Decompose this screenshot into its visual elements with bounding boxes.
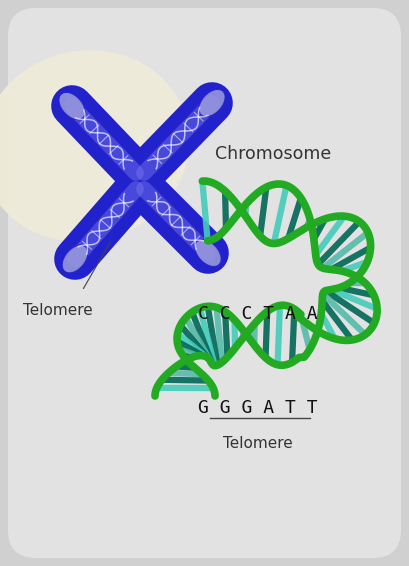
Ellipse shape xyxy=(195,239,221,267)
Ellipse shape xyxy=(59,92,85,119)
FancyBboxPatch shape xyxy=(8,8,401,558)
Text: Chromosome: Chromosome xyxy=(215,145,331,163)
Text: G G G A T T: G G G A T T xyxy=(198,399,318,417)
Ellipse shape xyxy=(0,50,189,242)
Text: Telomere: Telomere xyxy=(223,436,293,451)
Text: Telomere: Telomere xyxy=(23,303,93,318)
Ellipse shape xyxy=(62,245,88,273)
Ellipse shape xyxy=(199,89,225,117)
Text: C C C T A A: C C C T A A xyxy=(198,305,318,323)
